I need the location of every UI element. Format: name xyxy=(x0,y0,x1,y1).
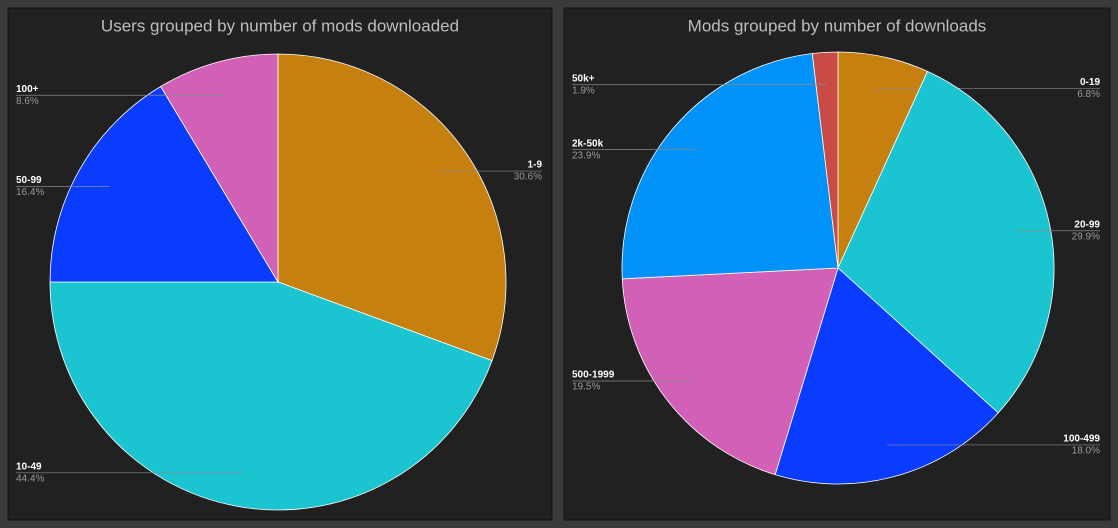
slice-value: 29.9% xyxy=(1072,231,1100,242)
slice-label: 100+ xyxy=(16,84,39,95)
slice-value: 16.4% xyxy=(16,187,44,198)
slice-label: 50k+ xyxy=(572,73,595,84)
slice-value: 30.6% xyxy=(514,172,542,183)
slice-label: 1-9 xyxy=(528,160,543,171)
pie-slice xyxy=(621,53,839,280)
pie-slice xyxy=(49,281,493,511)
pie-slice xyxy=(774,267,999,485)
slice-value: 19.5% xyxy=(572,382,600,393)
pie-slice xyxy=(811,51,839,269)
slice-value: 18.0% xyxy=(1072,446,1100,457)
slice-label: 2k-50k xyxy=(572,138,604,149)
slice-value: 1.9% xyxy=(572,85,595,96)
pie-slice xyxy=(49,85,279,283)
slice-value: 6.8% xyxy=(1077,89,1100,100)
slice-value: 8.6% xyxy=(16,96,39,107)
chart-title: Mods grouped by number of downloads xyxy=(688,16,987,35)
slice-label: 100-499 xyxy=(1063,434,1100,445)
slice-value: 23.9% xyxy=(572,150,600,161)
chart-title: Users grouped by number of mods download… xyxy=(101,16,459,35)
slice-label: 10-49 xyxy=(16,461,42,472)
slice-label: 50-99 xyxy=(16,175,42,186)
pie-slice xyxy=(277,53,507,362)
slice-label: 0-19 xyxy=(1080,77,1100,88)
pie-slice xyxy=(621,267,839,476)
slice-value: 44.4% xyxy=(16,473,44,484)
slice-label: 500-1999 xyxy=(572,370,615,381)
pie-slice xyxy=(837,70,1055,414)
slice-label: 20-99 xyxy=(1074,219,1100,230)
pie-slice xyxy=(160,53,279,284)
